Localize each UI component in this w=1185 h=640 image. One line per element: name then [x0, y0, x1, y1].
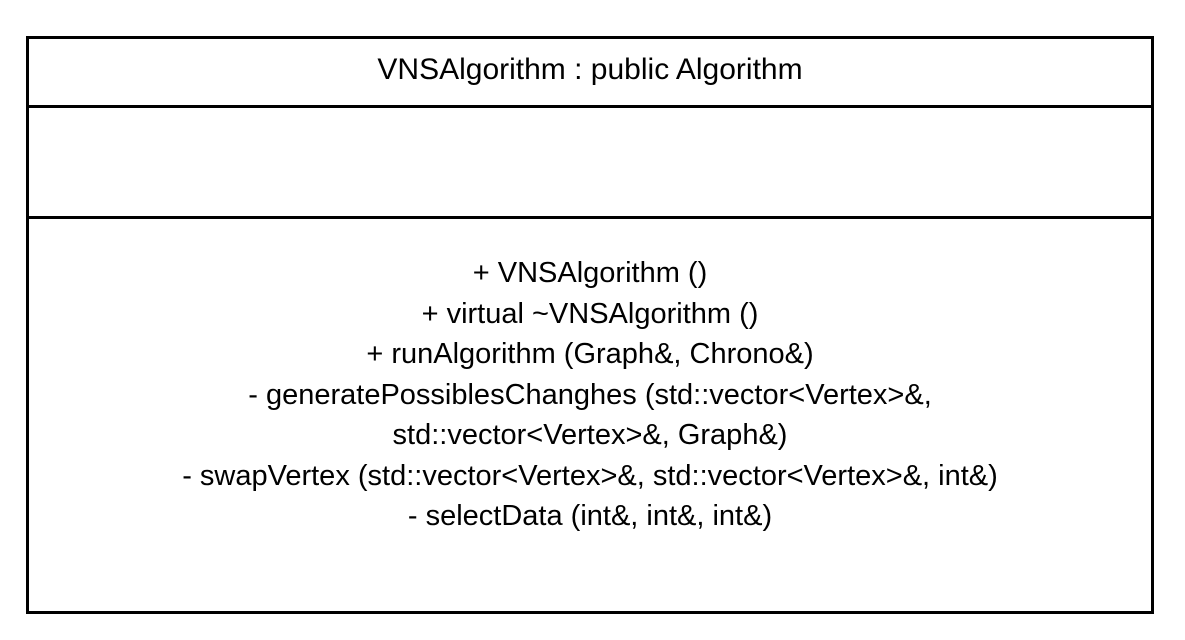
attributes-compartment [29, 108, 1151, 219]
uml-class-box: VNSAlgorithm : public Algorithm + VNSAlg… [26, 36, 1154, 614]
operation-select-data: - selectData (int&, int&, int&) [407, 500, 773, 532]
operation-constructor: + VNSAlgorithm () [472, 257, 708, 289]
class-name: VNSAlgorithm : public Algorithm [377, 53, 803, 86]
operation-run-algorithm: + runAlgorithm (Graph&, Chrono&) [366, 338, 814, 370]
class-name-compartment: VNSAlgorithm : public Algorithm [29, 39, 1151, 108]
operation-destructor: + virtual ~VNSAlgorithm () [421, 297, 759, 330]
operations-compartment: + VNSAlgorithm () + virtual ~VNSAlgorith… [29, 219, 1151, 611]
operations-list: + VNSAlgorithm () + virtual ~VNSAlgorith… [29, 253, 1151, 537]
operation-generate-possibles-changhes: - generatePossiblesChanghes (std::vector… [248, 378, 932, 411]
operation-generate-possibles-changhes-continued: std::vector<Vertex>&, Graph&) [392, 419, 788, 451]
operation-swap-vertex: - swapVertex (std::vector<Vertex>&, std:… [182, 459, 998, 492]
